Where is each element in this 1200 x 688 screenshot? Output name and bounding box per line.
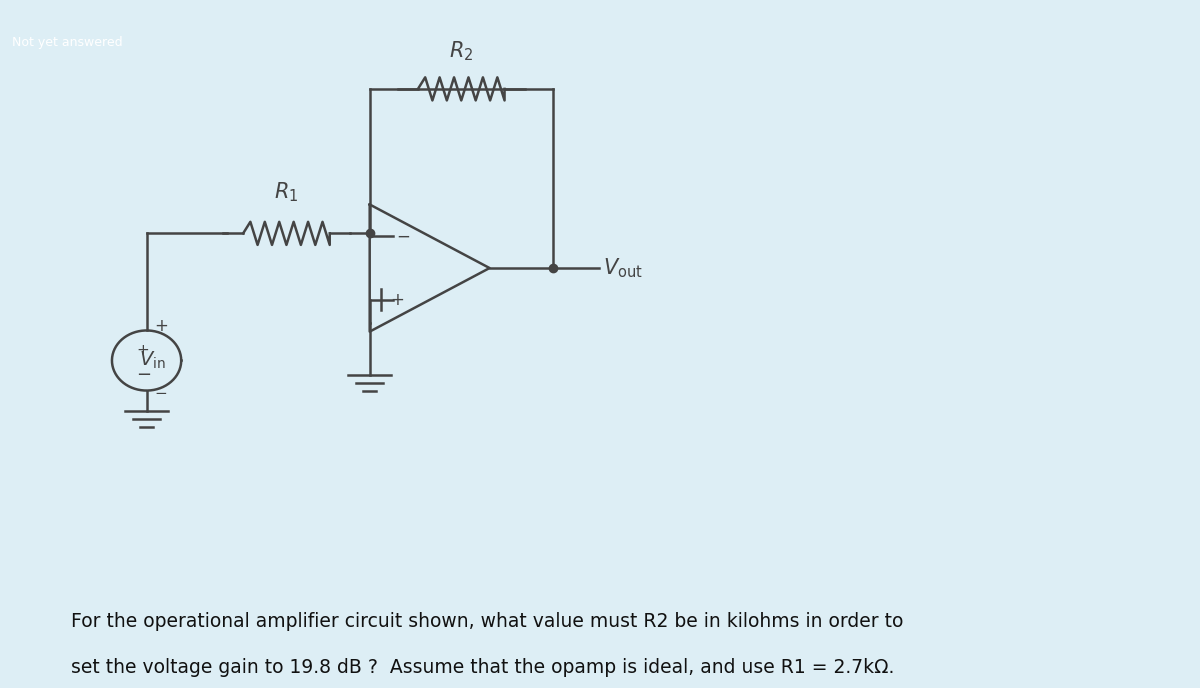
Text: +: +	[155, 317, 168, 336]
Text: set the voltage gain to 19.8 dB ?  Assume that the opamp is ideal, and use R1 = : set the voltage gain to 19.8 dB ? Assume…	[71, 658, 894, 677]
Text: −: −	[155, 386, 168, 401]
Text: $V_{\rm out}$: $V_{\rm out}$	[602, 256, 643, 280]
Text: For the operational amplifier circuit shown, what value must R2 be in kilohms in: For the operational amplifier circuit sh…	[71, 612, 904, 631]
Text: $R_2$: $R_2$	[449, 39, 474, 63]
Text: −: −	[136, 366, 151, 384]
Text: $R_1$: $R_1$	[275, 181, 299, 204]
Text: $V_{\rm in}$: $V_{\rm in}$	[138, 350, 166, 371]
Text: +: +	[391, 291, 404, 309]
Text: +: +	[137, 343, 150, 358]
Text: Not yet answered: Not yet answered	[12, 36, 124, 49]
Text: −: −	[396, 227, 410, 245]
